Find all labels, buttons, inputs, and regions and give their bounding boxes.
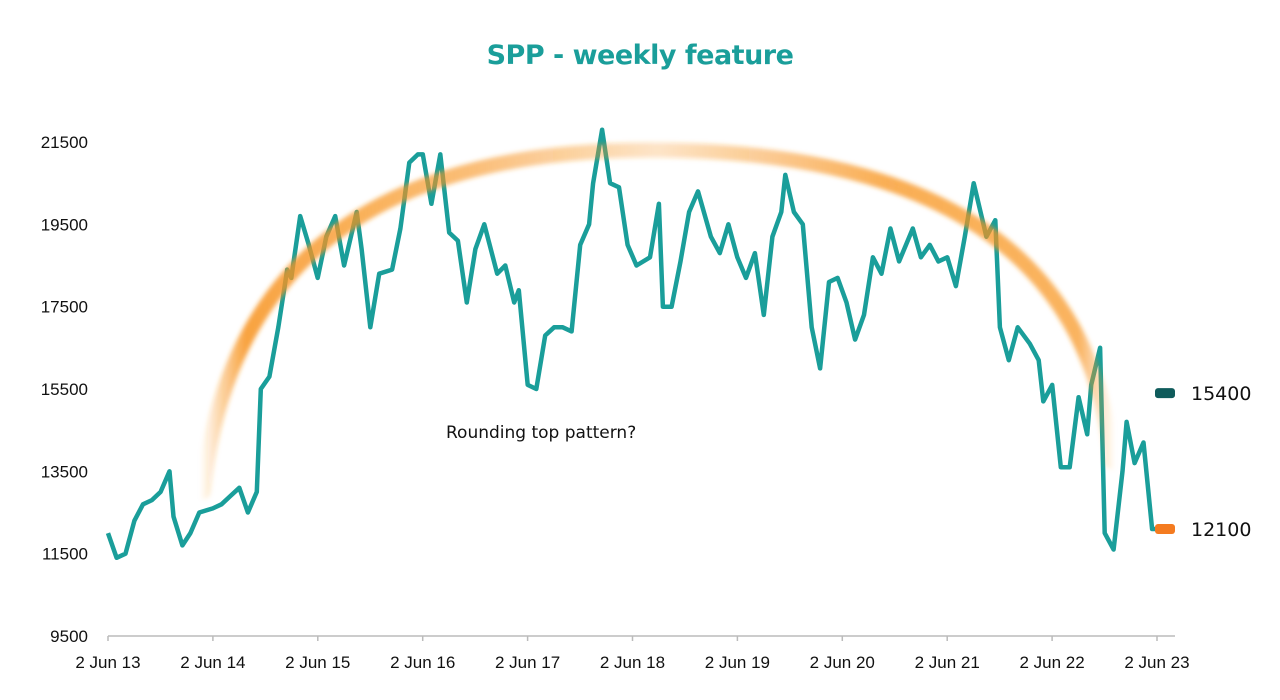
y-tick-label: 17500	[41, 298, 88, 317]
y-tick-label: 15500	[41, 380, 88, 399]
annotation-text: Rounding top pattern?	[446, 423, 636, 443]
y-tick-label: 21500	[41, 133, 88, 152]
x-tick-label: 2 Jun 13	[75, 653, 140, 672]
chart-title: SPP - weekly feature	[486, 40, 794, 71]
x-tick-label: 2 Jun 20	[810, 653, 875, 672]
y-tick-label: 9500	[50, 627, 88, 646]
x-tick-label: 2 Jun 14	[180, 653, 245, 672]
rounding-top-arc	[195, 142, 1120, 500]
marker-label: 12100	[1191, 519, 1251, 541]
marker-swatch	[1155, 388, 1175, 399]
x-tick-label: 2 Jun 23	[1124, 653, 1189, 672]
y-tick-label: 19500	[41, 215, 88, 234]
marker-label: 15400	[1191, 383, 1251, 405]
x-axis: 2 Jun 13 2 Jun 14 2 Jun 15 2 Jun 16 2 Jun 17…	[75, 635, 1190, 672]
y-axis: 9500 11500 13500 15500 17500 19500 21500	[41, 133, 88, 646]
x-tick-label: 2 Jun 16	[390, 653, 455, 672]
y-tick-label: 11500	[42, 545, 88, 564]
y-tick-label: 13500	[41, 462, 88, 481]
x-tick-label: 2 Jun 18	[600, 653, 665, 672]
series-line	[105, 127, 1157, 561]
x-tick-label: 2 Jun 15	[285, 653, 350, 672]
marker-swatch	[1155, 523, 1175, 534]
x-tick-label: 2 Jun 17	[495, 653, 560, 672]
price-markers: 15400 12100	[1155, 383, 1251, 541]
x-tick-label: 2 Jun 19	[705, 653, 770, 672]
x-tick-label: 2 Jun 21	[915, 653, 980, 672]
x-tick-label: 2 Jun 22	[1019, 653, 1084, 672]
